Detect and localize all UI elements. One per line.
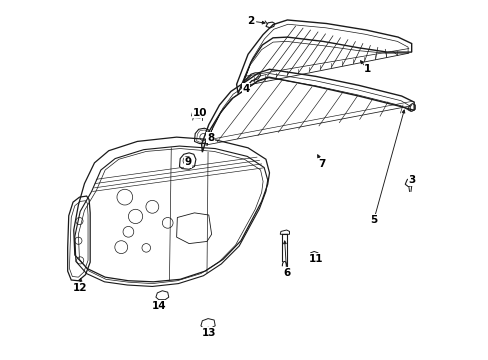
Text: 9: 9	[184, 157, 191, 167]
Text: 11: 11	[308, 253, 323, 264]
Text: 5: 5	[369, 215, 377, 225]
Text: 8: 8	[206, 133, 214, 143]
Text: 12: 12	[73, 283, 87, 293]
Text: 1: 1	[364, 64, 370, 74]
Text: 10: 10	[192, 108, 207, 118]
Text: 13: 13	[201, 328, 216, 338]
Text: 2: 2	[247, 16, 254, 26]
Text: 7: 7	[318, 159, 325, 169]
Text: 6: 6	[283, 268, 290, 278]
Text: 14: 14	[151, 301, 166, 311]
Text: 3: 3	[407, 175, 414, 185]
Text: 4: 4	[242, 84, 249, 94]
